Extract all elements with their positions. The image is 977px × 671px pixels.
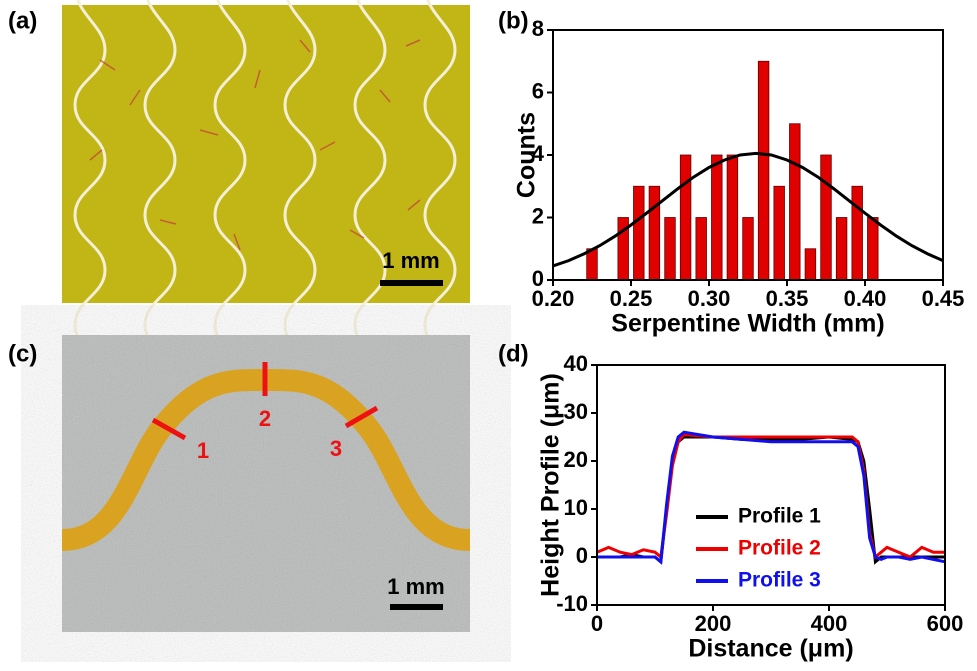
panel-label: (b)	[498, 7, 529, 34]
bar	[743, 218, 754, 281]
bar	[758, 61, 769, 280]
scale-bar-label: 1 mm	[382, 248, 439, 273]
profile-marker: 3	[330, 436, 342, 461]
bar	[634, 186, 645, 280]
legend-label: Profile 3	[738, 569, 821, 592]
figure: 1 mm (a) 1 2 3 1 mm (c) (b)024680.200.25…	[0, 0, 977, 671]
y-tick-label: 2	[532, 203, 544, 228]
x-tick-label: 0	[591, 611, 603, 636]
panel-label: (a)	[8, 7, 37, 34]
bar	[665, 218, 676, 281]
bar	[868, 218, 879, 281]
image-c: 1 2 3 1 mm	[62, 335, 470, 632]
y-axis-label: Counts	[513, 112, 541, 198]
bar	[805, 249, 816, 280]
x-tick-label: 0.45	[922, 286, 965, 311]
y-tick-label: 40	[564, 351, 588, 376]
legend-label: Profile 1	[738, 505, 821, 528]
y-tick-label: 8	[532, 16, 544, 41]
panel-label: (d)	[498, 340, 529, 367]
panel-label: (c)	[8, 340, 37, 367]
x-tick-label: 200	[695, 611, 732, 636]
y-tick-label: 6	[532, 78, 544, 103]
x-axis-label: Distance (μm)	[688, 635, 853, 663]
y-tick-label: 30	[564, 399, 588, 424]
legend-label: Profile 2	[738, 537, 821, 560]
y-tick-label: 20	[564, 447, 588, 472]
x-tick-label: 400	[811, 611, 848, 636]
bar	[852, 186, 863, 280]
profile-marker: 2	[259, 406, 271, 431]
bar	[821, 155, 832, 280]
x-tick-label: 0.40	[844, 286, 887, 311]
x-tick-label: 0.35	[766, 286, 809, 311]
y-tick-label: 10	[564, 495, 588, 520]
bar	[696, 218, 707, 281]
x-axis-label: Serpentine Width (mm)	[611, 310, 884, 338]
bar	[712, 155, 723, 280]
bar	[836, 218, 847, 281]
scale-bar-label: 1 mm	[387, 574, 444, 599]
bar	[727, 155, 738, 280]
x-tick-label: 0.25	[610, 286, 653, 311]
y-tick-label: 0	[576, 543, 588, 568]
x-tick-label: 0.20	[532, 286, 575, 311]
bar	[790, 124, 801, 280]
bar	[680, 155, 691, 280]
bar	[587, 249, 598, 280]
bar	[774, 186, 785, 280]
x-tick-label: 0.30	[688, 286, 731, 311]
x-tick-label: 600	[927, 611, 964, 636]
profile-marker: 1	[197, 438, 209, 463]
bar	[649, 186, 660, 280]
y-axis-label: Height Profile (μm)	[537, 373, 565, 597]
